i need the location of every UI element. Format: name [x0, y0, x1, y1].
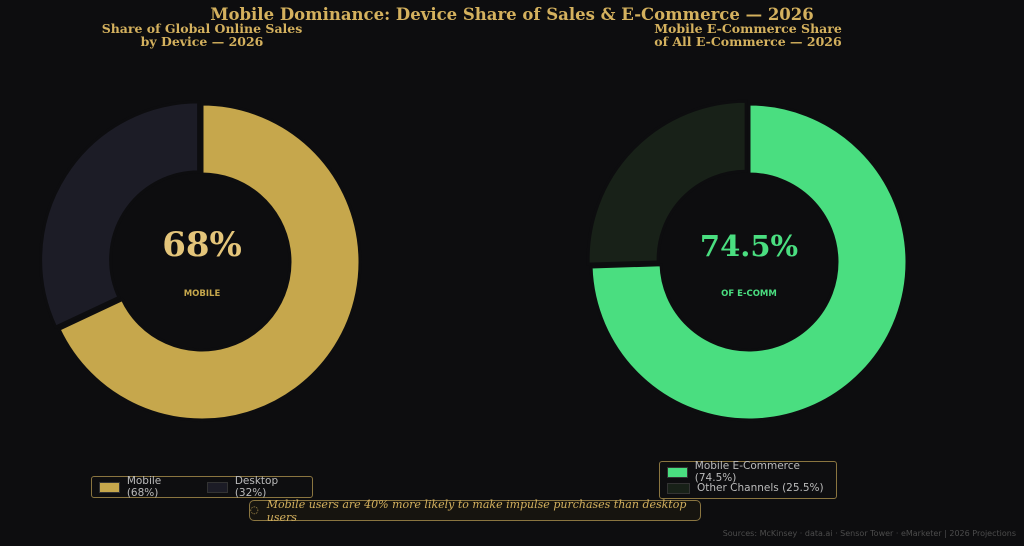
left-center-label: MOBILE: [184, 289, 221, 299]
legend-swatch-other-channels: [667, 482, 690, 494]
insight-callout: ◌ Mobile users are 40% more likely to ma…: [249, 497, 701, 524]
legend-swatch-mobile: [99, 481, 120, 493]
legend-item-other-channels: Other Channels (25.5%): [667, 482, 824, 494]
right-legend: Mobile E-Commerce (74.5%) Other Channels…: [659, 460, 837, 499]
legend-label: Desktop (32%): [234, 475, 279, 499]
right-chart-title: Mobile E-Commerce Share of All E-Commerc…: [598, 22, 898, 48]
legend-label: Mobile (68%): [126, 475, 162, 499]
legend-swatch-mobile-ecommerce: [667, 466, 688, 478]
donut-slice-0-1: [39, 100, 201, 330]
left-chart-title: Share of Global Online Sales by Device —…: [52, 22, 352, 48]
legend-item-mobile-ecommerce: Mobile E-Commerce (74.5%): [667, 460, 829, 484]
left-center-value: 68%: [162, 225, 242, 265]
legend-label: Mobile E-Commerce (74.5%): [694, 460, 800, 484]
legend-label: Other Channels (25.5%): [697, 482, 824, 494]
legend-swatch-desktop: [206, 481, 228, 493]
right-chart-title-line-1: Mobile E-Commerce Share: [654, 21, 842, 36]
left-donut: [39, 100, 362, 422]
sources-note: Sources: McKinsey · data.ai · Sensor Tow…: [722, 529, 1016, 538]
callout-text: Mobile users are 40% more likely to make…: [266, 497, 687, 524]
left-chart-title-line-2: by Device — 2026: [140, 34, 264, 49]
donut-slice-1-1: [586, 99, 748, 266]
page-title: Mobile Dominance: Device Share of Sales …: [210, 5, 814, 24]
donut-slice-0-0: [57, 102, 362, 422]
donut-slice-1-0: [589, 102, 909, 422]
right-chart-title-line-2: of All E-Commerce — 2026: [654, 34, 842, 49]
left-legend: Mobile (68%) Desktop (32%): [91, 475, 313, 499]
left-chart-title-line-1: Share of Global Online Sales: [101, 21, 303, 36]
legend-item-desktop: Desktop (32%): [206, 475, 305, 499]
right-center-value: 74.5%: [700, 229, 798, 263]
legend-item-mobile: Mobile (68%): [99, 475, 189, 499]
lightbulb-icon: ◌: [250, 505, 259, 516]
right-donut: [586, 99, 909, 422]
right-center-label: OF E-COMM: [721, 289, 777, 299]
